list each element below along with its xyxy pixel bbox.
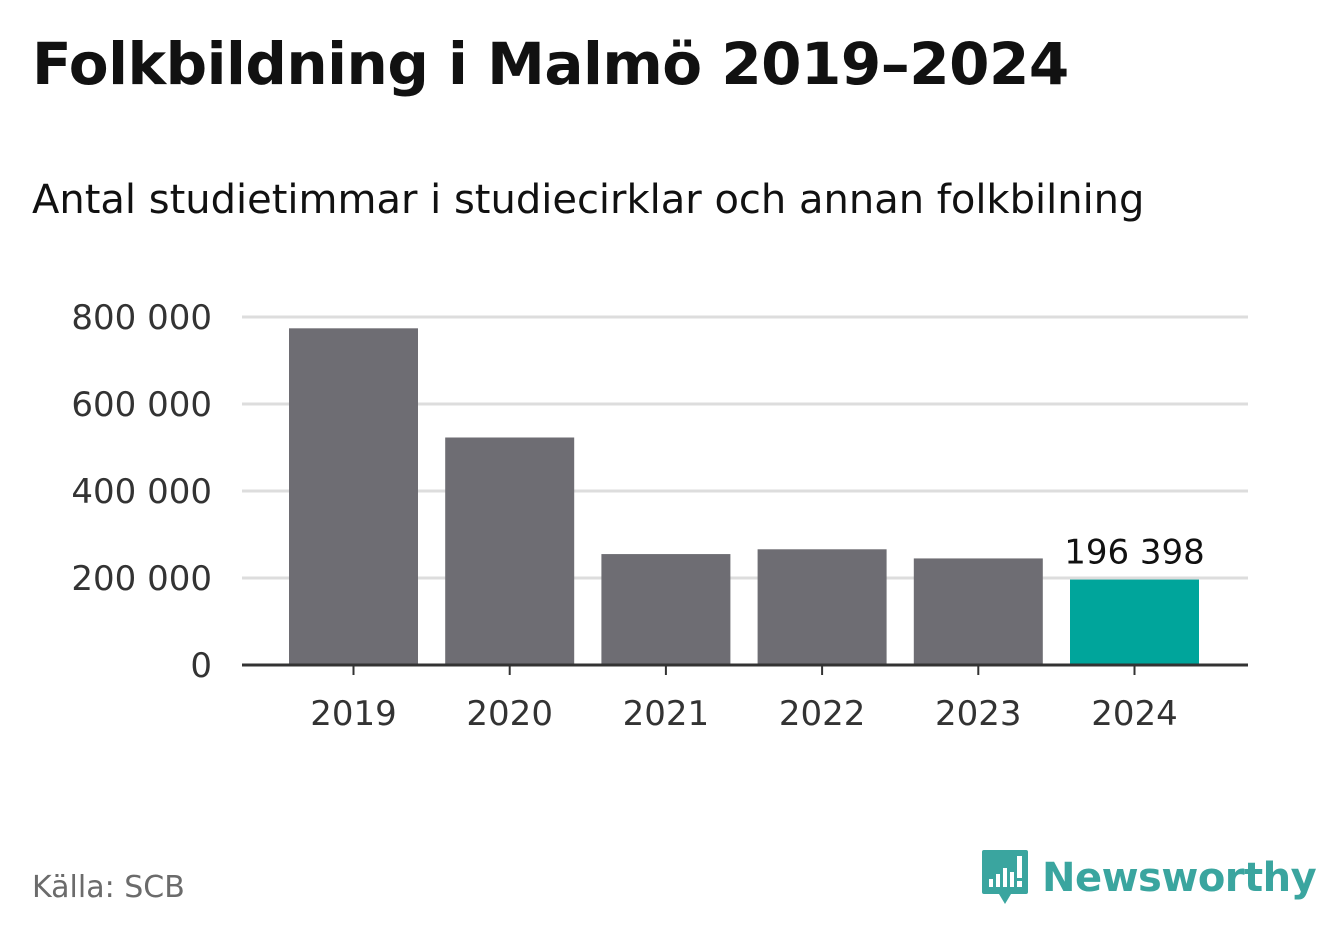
bar-2021	[601, 554, 731, 665]
y-tick-label: 600 000	[71, 385, 212, 425]
y-tick-label: 200 000	[71, 559, 212, 599]
brand-name: Newsworthy	[1042, 855, 1317, 901]
y-tick-label: 400 000	[71, 472, 212, 512]
source-note: Källa: SCB	[32, 870, 185, 905]
x-tick-label: 2022	[779, 694, 866, 734]
data-label: 196 398	[1064, 533, 1205, 573]
chart-title: Folkbildning i Malmö 2019–2024	[32, 30, 1069, 98]
y-tick-label: 800 000	[71, 298, 212, 338]
y-tick-label: 0	[190, 646, 212, 686]
x-tick-label: 2020	[466, 694, 553, 734]
x-tick-label: 2021	[623, 694, 710, 734]
x-tick-label: 2023	[935, 694, 1022, 734]
newsworthy-logo-icon	[982, 850, 1028, 904]
bar-2019	[289, 328, 418, 665]
bar-2020	[445, 437, 575, 665]
bar-2023	[913, 558, 1043, 665]
x-tick-label: 2019	[310, 694, 397, 734]
bar-2022	[757, 549, 887, 665]
brand-logo: Newsworthy	[980, 848, 1317, 908]
bar-2024	[1070, 579, 1199, 665]
chart-subtitle: Antal studietimmar i studiecirklar och a…	[32, 177, 1145, 223]
x-tick-label: 2024	[1091, 694, 1178, 734]
